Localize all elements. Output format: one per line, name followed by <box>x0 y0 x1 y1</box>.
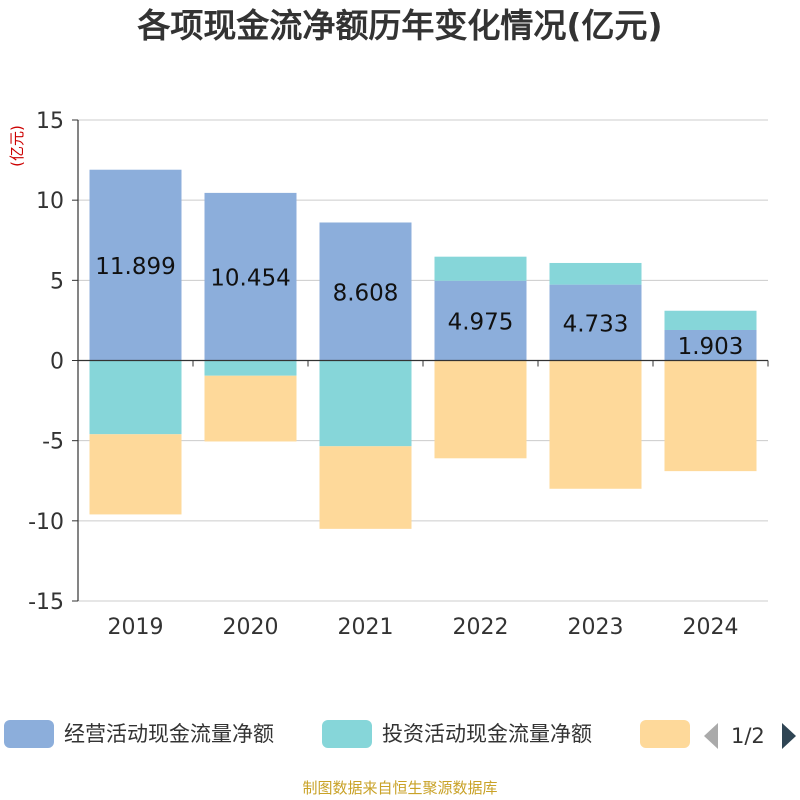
data-label-2022: 4.975 <box>448 310 514 336</box>
bar-operating-2023 <box>549 284 642 361</box>
bar-financing-2019 <box>89 434 182 515</box>
bar-financing-2020 <box>204 375 297 442</box>
legend-next-icon[interactable] <box>782 723 796 749</box>
data-label-2024: 1.903 <box>678 334 744 360</box>
data-label-2020: 10.454 <box>210 266 290 292</box>
data-label-2019: 11.899 <box>95 254 175 280</box>
bar-investing-2024 <box>664 310 757 330</box>
x-tick-label-2022: 2022 <box>453 615 509 640</box>
bar-investing-2021 <box>319 360 412 447</box>
legend: 经营活动现金流量净额 投资活动现金流量净额 1/2 <box>0 714 800 758</box>
bar-financing-2021 <box>319 446 412 529</box>
y-tick-label: 5 <box>50 269 64 294</box>
bar-operating-2021 <box>319 222 412 361</box>
legend-label-operating: 经营活动现金流量净额 <box>64 722 274 746</box>
y-tick-label: 0 <box>50 350 64 375</box>
bar-investing-2022 <box>434 256 527 281</box>
bar-operating-2022 <box>434 280 527 361</box>
legend-pager: 1/2 <box>700 720 800 752</box>
y-tick-label: 15 <box>36 109 64 134</box>
legend-page-indicator: 1/2 <box>731 724 765 748</box>
x-tick-label-2023: 2023 <box>568 615 624 640</box>
bar-investing-2019 <box>89 360 182 435</box>
x-tick-label-2021: 2021 <box>338 615 394 640</box>
legend-swatch-financing <box>640 720 690 748</box>
bar-financing-2022 <box>434 360 527 459</box>
y-tick-label: -15 <box>28 590 64 615</box>
x-tick-label-2024: 2024 <box>683 615 739 640</box>
bar-investing-2023 <box>549 262 642 285</box>
bar-operating-2020 <box>204 192 297 361</box>
data-label-2023: 4.733 <box>563 312 629 338</box>
y-tick-label: -5 <box>42 430 64 455</box>
source-note: 制图数据来自恒生聚源数据库 <box>302 779 498 797</box>
x-tick-label-2019: 2019 <box>108 615 164 640</box>
legend-swatch-investing <box>322 720 372 748</box>
y-tick-label: -10 <box>28 510 64 535</box>
x-tick-label-2020: 2020 <box>223 615 279 640</box>
bar-operating-2024 <box>664 329 757 361</box>
legend-label-investing: 投资活动现金流量净额 <box>382 722 592 746</box>
bar-operating-2019 <box>89 169 182 361</box>
bar-financing-2024 <box>664 360 757 472</box>
bar-financing-2023 <box>549 360 642 489</box>
y-axis-unit-label: (亿元) <box>8 125 26 167</box>
legend-prev-icon[interactable] <box>704 723 718 749</box>
bar-investing-2020 <box>204 360 297 376</box>
legend-swatch-operating <box>4 720 54 748</box>
data-label-2021: 8.608 <box>333 280 399 306</box>
y-tick-label: 10 <box>36 189 64 214</box>
chart-title: 各项现金流净额历年变化情况(亿元) <box>137 6 663 45</box>
